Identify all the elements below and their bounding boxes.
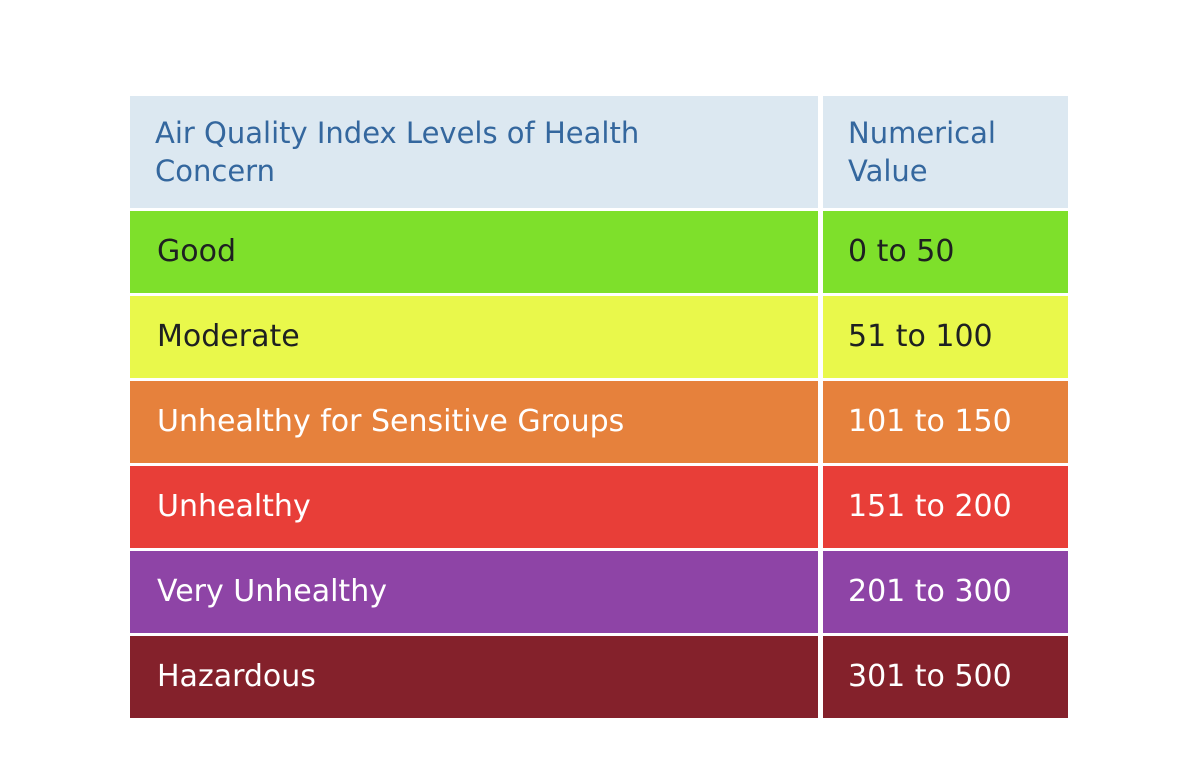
aqi-row-range: 151 to 200	[823, 466, 1068, 548]
aqi-row-range: 301 to 500	[823, 636, 1068, 718]
aqi-row-level: Very Unhealthy	[130, 551, 818, 633]
column-header-numerical-value: Numerical Value	[823, 96, 1068, 208]
aqi-row-level: Unhealthy	[130, 466, 818, 548]
column-header-numerical-value-label: Numerical Value	[848, 115, 996, 188]
column-header-health-concern: Air Quality Index Levels of Health Conce…	[130, 96, 818, 208]
aqi-row-level: Moderate	[130, 296, 818, 378]
aqi-row-range: 201 to 300	[823, 551, 1068, 633]
aqi-row-level: Good	[130, 211, 818, 293]
aqi-row-range: 51 to 100	[823, 296, 1068, 378]
aqi-row-range: 0 to 50	[823, 211, 1068, 293]
aqi-table: Air Quality Index Levels of Health Conce…	[130, 96, 1068, 718]
aqi-row-level: Unhealthy for Sensitive Groups	[130, 381, 818, 463]
column-header-health-concern-label: Air Quality Index Levels of Health Conce…	[155, 115, 640, 188]
aqi-row-level: Hazardous	[130, 636, 818, 718]
aqi-row-range: 101 to 150	[823, 381, 1068, 463]
